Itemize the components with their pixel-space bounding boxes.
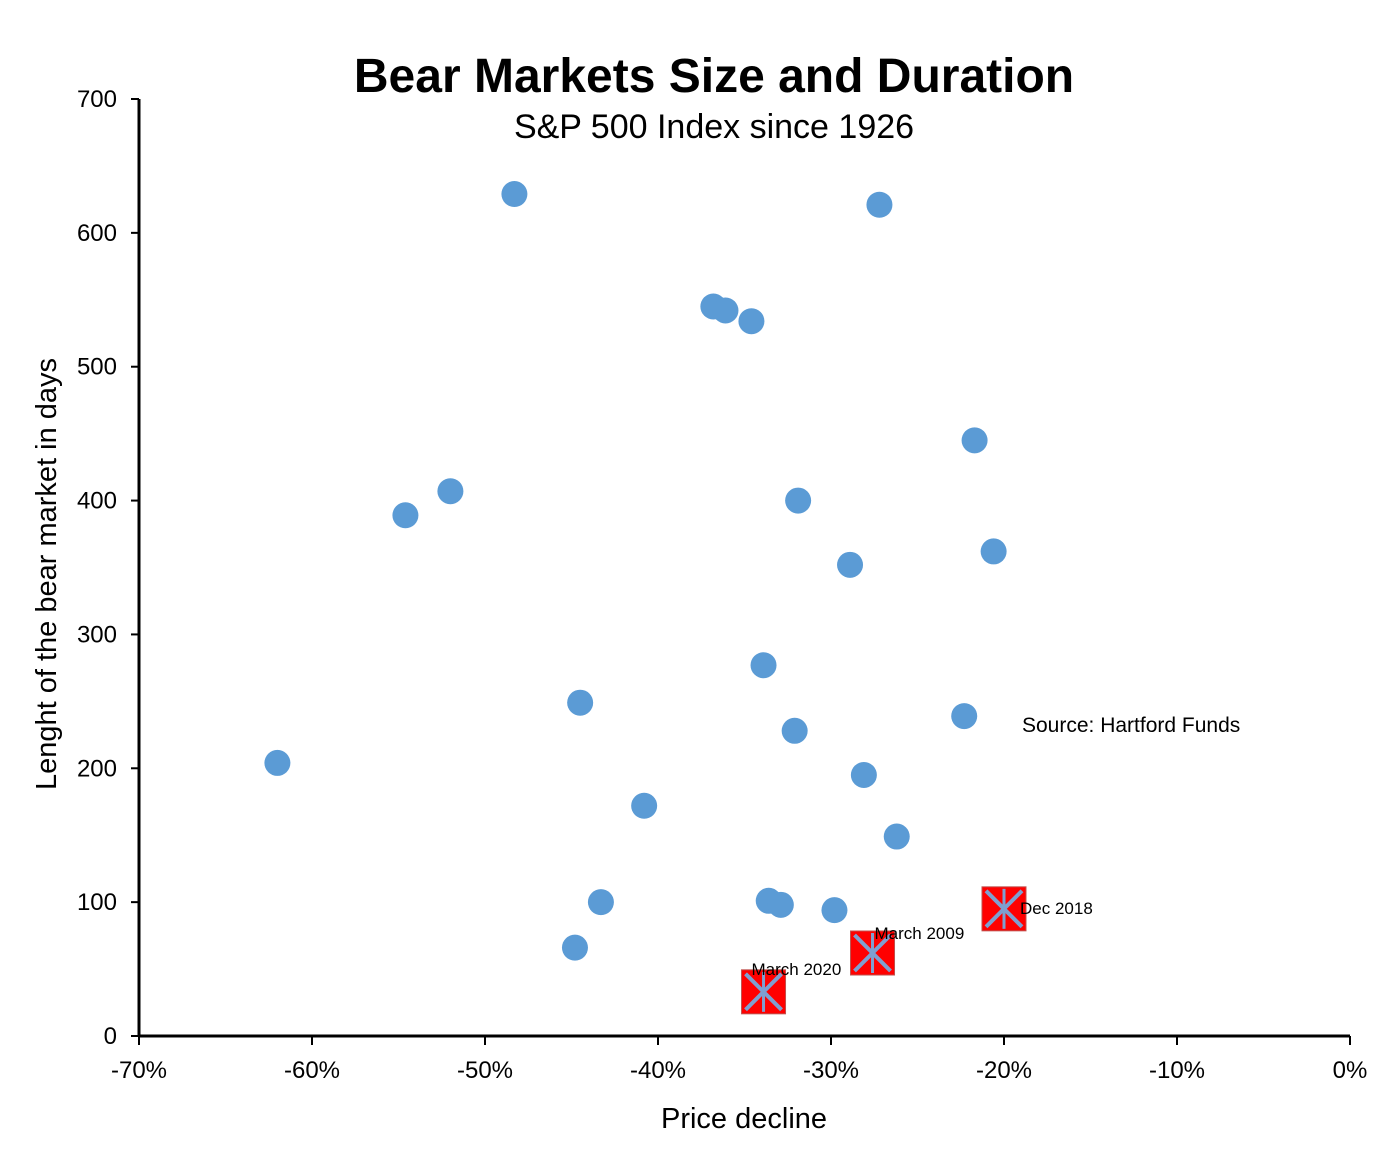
data-point	[561, 934, 588, 961]
data-point	[837, 551, 864, 578]
data-point	[781, 717, 808, 744]
data-point	[883, 823, 910, 850]
data-point	[951, 703, 978, 730]
y-tick-label: 600	[77, 220, 117, 247]
data-point	[866, 191, 893, 218]
x-tick-label: -20%	[976, 1057, 1032, 1084]
chart-title: Bear Markets Size and Duration	[354, 50, 1074, 103]
data-point	[501, 181, 528, 208]
x-tick-label: -70%	[111, 1057, 167, 1084]
data-point	[392, 502, 419, 529]
highlighted-points: March 2020 March 2009 Dec 2018	[741, 886, 1093, 1015]
x-tick-label: -50%	[457, 1057, 513, 1084]
x-tick-label: -40%	[630, 1057, 686, 1084]
y-tick-label: 700	[77, 86, 117, 113]
data-point	[712, 297, 739, 324]
x-axis-label: Price decline	[661, 1103, 827, 1135]
x-tick-label: -60%	[284, 1057, 340, 1084]
x-tick-label: -30%	[803, 1057, 859, 1084]
point-annotation: Dec 2018	[1020, 899, 1093, 918]
x-tick-label: -10%	[1149, 1057, 1205, 1084]
y-tick-label: 200	[77, 755, 117, 782]
x-axis-ticks: -70% -60% -50% -40% -30% -20% -10% 0%	[111, 1036, 1367, 1084]
y-tick-label: 0	[104, 1023, 117, 1050]
source-note: Source: Hartford Funds	[1022, 714, 1240, 737]
data-point	[821, 897, 848, 924]
point-annotation: March 2009	[875, 924, 965, 943]
y-tick-label: 100	[77, 889, 117, 916]
data-point	[738, 308, 765, 335]
data-point	[980, 538, 1007, 565]
data-point	[437, 478, 464, 505]
y-axis-ticks: 0 100 200 300 400 500 600 700	[77, 86, 139, 1050]
y-tick-label: 400	[77, 488, 117, 515]
data-points	[264, 181, 1007, 961]
y-tick-label: 500	[77, 354, 117, 381]
y-axis-label: Lenght of the bear market in days	[31, 358, 63, 790]
chart-subtitle: S&P 500 Index since 1926	[514, 108, 914, 146]
data-point	[750, 652, 777, 679]
x-tick-label: 0%	[1333, 1057, 1368, 1084]
data-point	[767, 891, 794, 918]
data-point	[587, 889, 614, 916]
data-point	[631, 792, 658, 819]
data-point	[961, 427, 988, 454]
y-tick-label: 300	[77, 621, 117, 648]
data-point	[567, 689, 594, 716]
point-annotation: March 2020	[752, 960, 842, 979]
data-point	[785, 487, 812, 514]
data-point	[264, 749, 291, 776]
data-point	[850, 761, 877, 788]
